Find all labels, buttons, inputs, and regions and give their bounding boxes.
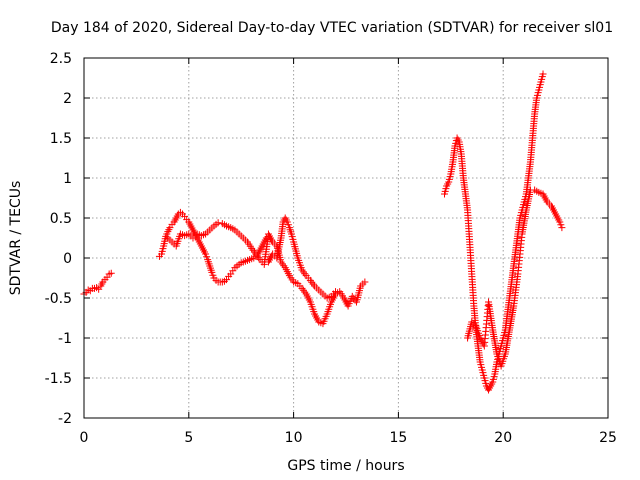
data-point	[332, 288, 340, 296]
x-axis-label: GPS time / hours	[287, 458, 404, 474]
y-tick-label: 2	[63, 91, 72, 107]
chart-title: Day 184 of 2020, Sidereal Day-to-day VTE…	[51, 20, 613, 36]
x-tick-label: 25	[599, 430, 617, 446]
y-tick-label: 1.5	[50, 131, 72, 147]
y-tick-label: -0.5	[45, 291, 72, 307]
y-tick-label: -2	[58, 411, 72, 427]
x-tick-labels: 0 5 10 15 20 25	[80, 430, 617, 446]
data-point	[539, 70, 547, 78]
grid-lines	[84, 58, 608, 418]
y-tick-label: 2.5	[50, 51, 72, 67]
x-tick-label: 5	[184, 430, 193, 446]
data-point	[214, 219, 222, 227]
data-point	[558, 224, 566, 232]
x-tick-label: 20	[494, 430, 512, 446]
y-tick-label: 1	[63, 171, 72, 187]
x-tick-label: 0	[80, 430, 89, 446]
x-tick-label: 10	[285, 430, 303, 446]
axis-ticks	[83, 57, 609, 419]
y-tick-label: 0	[63, 251, 72, 267]
plot-frame	[83, 57, 609, 419]
y-tick-label: -1	[58, 331, 72, 347]
data-points	[80, 70, 566, 394]
data-point	[107, 269, 115, 277]
y-axis-label: SDTVAR / TECUs	[8, 181, 24, 296]
data-point	[361, 278, 369, 286]
y-tick-label: 0.5	[50, 211, 72, 227]
x-tick-label: 15	[389, 430, 407, 446]
y-tick-labels: -2 -1.5 -1 -0.5 0 0.5 1 1.5 2 2.5	[45, 51, 72, 427]
y-tick-label: -1.5	[45, 371, 72, 387]
